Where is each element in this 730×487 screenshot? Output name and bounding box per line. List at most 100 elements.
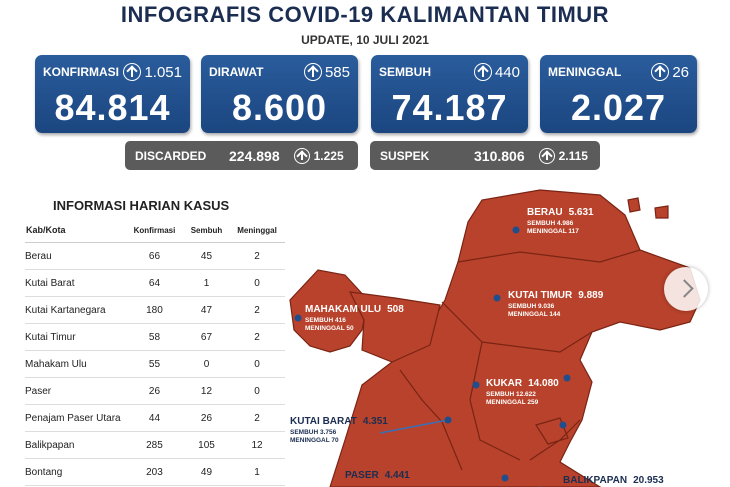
island xyxy=(654,205,669,219)
cell-value: 58 xyxy=(125,323,184,351)
card-total: 84.814 xyxy=(54,87,171,128)
table-row: Berau 66 45 2 xyxy=(25,242,285,270)
island xyxy=(627,197,641,213)
up-icon xyxy=(538,147,555,164)
region-deaths: MENINGGAL 144 xyxy=(508,311,561,318)
cell-value: 0 xyxy=(229,377,285,405)
card-increase: 26 xyxy=(651,63,689,81)
cell-value: 49 xyxy=(183,458,230,486)
stat-card: MENINGGAL 26 2.027 xyxy=(540,55,697,133)
cell-value: 67 xyxy=(183,323,230,351)
stat-card: KONFIRMASI 1.051 84.814 xyxy=(35,55,190,133)
region-total: 15.413 xyxy=(665,413,696,424)
cell-value: 180 xyxy=(125,296,184,324)
table-row: Kutai Kartanegara 180 47 2 xyxy=(25,296,285,324)
region-name: BONTANG xyxy=(598,364,648,375)
region-deaths: MENINGGAL 117 xyxy=(527,228,579,235)
cell-value: 2 xyxy=(229,296,285,324)
region-shape xyxy=(348,291,441,363)
cell-value: 64 xyxy=(125,269,184,297)
region-name: PASER xyxy=(345,470,379,481)
region-label: PASER 4.441 xyxy=(345,470,410,481)
region-dot xyxy=(512,226,520,234)
region-deaths: MENINGGAL 400 xyxy=(598,434,651,441)
region-dot xyxy=(472,381,480,389)
region-name: BERAU xyxy=(527,207,563,218)
region-shape xyxy=(289,269,369,353)
region-label: MAHAKAM ULU 508 xyxy=(305,304,404,315)
pill-total: 224.898 xyxy=(229,147,280,164)
secondary-stat: DISCARDED 224.898 1.225 xyxy=(125,141,358,170)
table-row: Paser 26 12 0 xyxy=(25,377,285,405)
region-recovered: SEMBUH 12.622 xyxy=(486,391,536,398)
region-label: BERAU 5.631 xyxy=(527,207,594,218)
increase-value: 440 xyxy=(494,63,520,81)
region-dot xyxy=(294,314,302,322)
pill-label: DISCARDED xyxy=(135,148,207,163)
region-recovered: SEMBUH 4.986 xyxy=(527,220,574,227)
card-increase: 1.051 xyxy=(123,63,182,81)
region-label: KUTAI TIMUR 9.889 xyxy=(508,290,604,301)
up-icon xyxy=(123,63,142,81)
pill-increase: 1.225 xyxy=(313,148,344,163)
card-total: 74.187 xyxy=(391,87,508,128)
pill-label: SUSPEK xyxy=(380,148,430,163)
region-name: KUTAI BARAT xyxy=(290,416,357,427)
border xyxy=(457,249,641,263)
cell-value: 285 xyxy=(125,431,184,459)
cell-value: 2 xyxy=(229,404,285,432)
cell-value: 12 xyxy=(183,377,230,405)
pill-total: 310.806 xyxy=(474,147,525,164)
card-label: MENINGGAL xyxy=(548,65,622,79)
region-name: KUTAI TIMUR xyxy=(508,290,573,301)
secondary-stat: SUSPEK 310.806 2.115 xyxy=(370,141,600,170)
increase-value: 585 xyxy=(324,63,350,81)
region-dot xyxy=(559,421,567,429)
title: INFOGRAFIS COVID-19 KALIMANTAN TIMUR xyxy=(120,2,610,27)
cell-value: 26 xyxy=(125,377,184,405)
border xyxy=(399,369,463,471)
cell-value: 203 xyxy=(125,458,184,486)
cell-value: 1 xyxy=(229,458,285,486)
card-increase: 440 xyxy=(473,63,520,81)
region-total: 14.080 xyxy=(528,378,559,389)
column-header: Sembuh xyxy=(183,218,230,243)
pill-increase: 2.115 xyxy=(558,148,588,163)
region-name: Penajam Paser Utara xyxy=(25,404,125,432)
border xyxy=(529,419,581,461)
up-icon xyxy=(651,63,670,81)
region-name: Kutai Kartanegara xyxy=(25,296,125,324)
up-icon xyxy=(303,63,322,81)
column-header: Konfirmasi xyxy=(125,218,184,243)
region-recovered: SEMBUH 13.956 xyxy=(598,426,648,433)
region-name: BALIKPAPAN xyxy=(563,475,627,486)
stat-card: DIRAWAT 585 8.600 xyxy=(201,55,358,133)
region-total: 4.351 xyxy=(363,416,388,427)
region-label: SAMARINDA 15.413 xyxy=(598,413,696,424)
cell-value: 2 xyxy=(229,323,285,351)
cell-value: 55 xyxy=(125,350,184,378)
region-recovered: SEMBUH 416 xyxy=(305,317,346,324)
next-button[interactable] xyxy=(664,267,708,311)
cell-value: 47 xyxy=(183,296,230,324)
table-row: Mahakam Ulu 55 0 0 xyxy=(25,350,285,378)
region-name: Balikpapan xyxy=(25,431,125,459)
card-increase: 585 xyxy=(303,63,350,81)
column-header: Kab/Kota xyxy=(25,218,125,243)
table-row: Kutai Barat 64 1 0 xyxy=(25,269,285,297)
table-row: Penajam Paser Utara 44 26 2 xyxy=(25,404,285,432)
table-row: Kutai Timur 58 67 2 xyxy=(25,323,285,351)
region-name: MAHAKAM ULU xyxy=(305,304,381,315)
table-row: Bontang 203 49 1 xyxy=(25,458,285,486)
card-label: KONFIRMASI xyxy=(43,65,119,79)
region-name: Berau xyxy=(25,242,125,270)
card-total: 8.600 xyxy=(231,87,328,128)
region-name: SAMARINDA xyxy=(598,413,659,424)
region-dot xyxy=(493,294,501,302)
region-name: Bontang xyxy=(25,458,125,486)
cell-value: 0 xyxy=(183,350,230,378)
region-total: 508 xyxy=(387,304,404,315)
region-dot xyxy=(563,374,571,382)
